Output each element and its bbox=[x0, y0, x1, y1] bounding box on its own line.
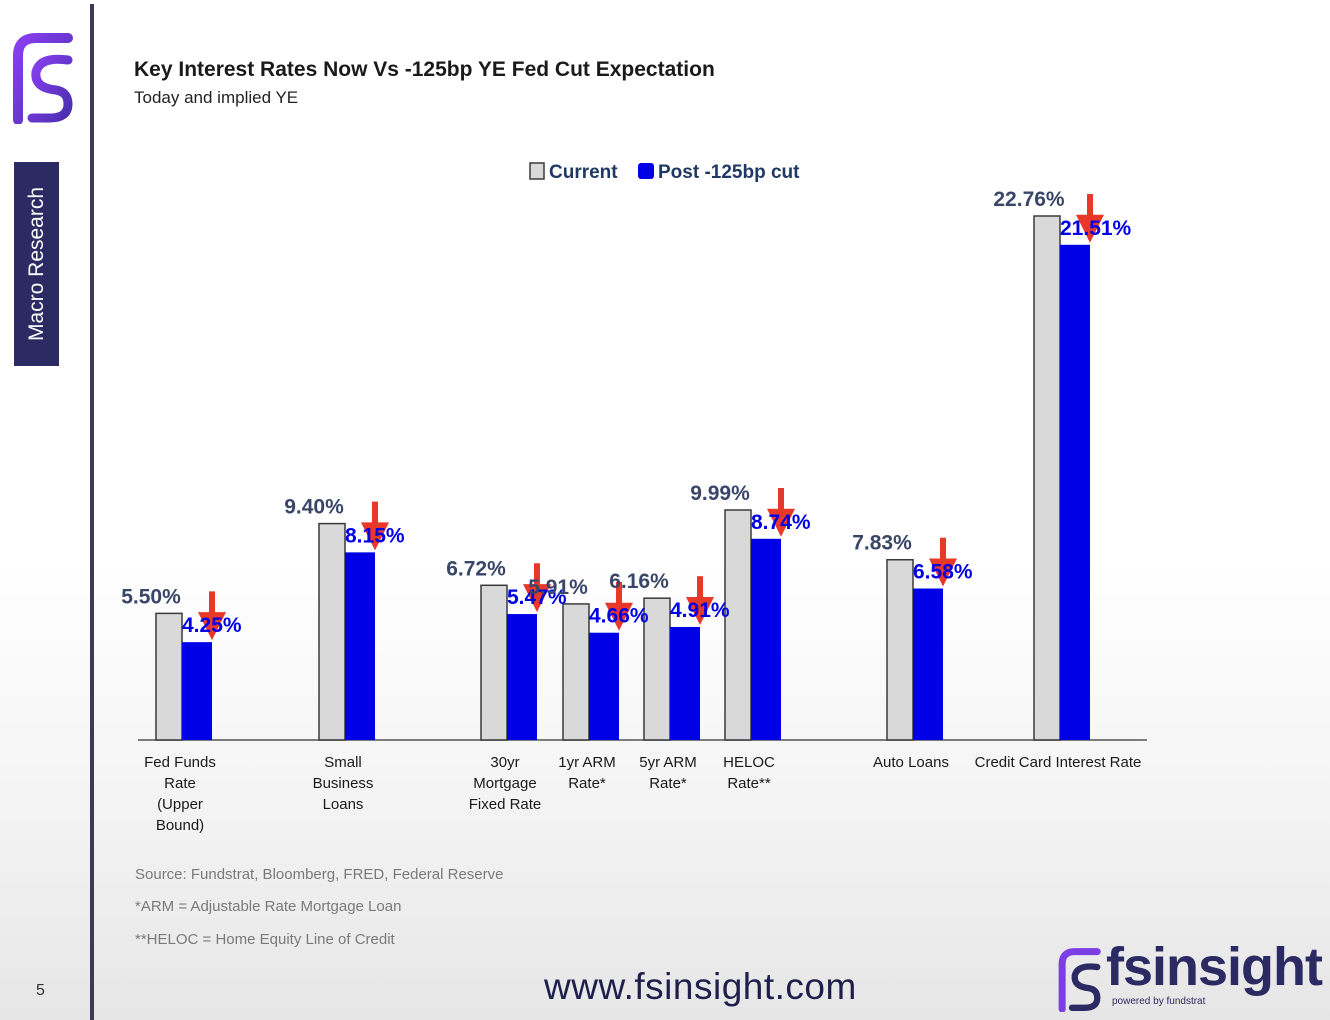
decrease-arrow-icon bbox=[1076, 194, 1104, 243]
bar-current bbox=[886, 558, 914, 741]
source-note: Source: Fundstrat, Bloomberg, FRED, Fede… bbox=[135, 866, 504, 883]
bar-current bbox=[562, 603, 590, 741]
value-label-current: 6.72% bbox=[446, 557, 506, 580]
brand-name: fsinsight bbox=[1106, 937, 1323, 997]
value-label-current: 9.99% bbox=[690, 482, 750, 505]
bar-current bbox=[1033, 215, 1061, 741]
value-label-post-cut: 4.91% bbox=[670, 599, 730, 622]
bar-post-cut bbox=[345, 552, 375, 740]
x-tick-label: Credit Card Interest Rate bbox=[975, 752, 1142, 773]
bar-current bbox=[480, 584, 508, 741]
sidebar: Macro Research 5 bbox=[0, 0, 92, 1020]
x-tick-label-line: Business bbox=[312, 775, 374, 792]
value-label-post-cut: 21.51% bbox=[1060, 217, 1132, 240]
bar-post-cut bbox=[182, 642, 212, 740]
bar-current bbox=[643, 597, 671, 741]
bar-current bbox=[318, 522, 346, 741]
fs-logo-icon bbox=[13, 33, 73, 124]
arm-footnote: *ARM = Adjustable Rate Mortgage Loan bbox=[135, 898, 402, 915]
bar-post-cut bbox=[670, 626, 700, 740]
website-link[interactable]: www.fsinsight.com bbox=[544, 966, 857, 1007]
legend-label-current: Current bbox=[549, 162, 618, 183]
decrease-arrow-icon bbox=[929, 537, 957, 587]
x-tick-label-line: Fixed Rate bbox=[468, 796, 542, 813]
bar-post-cut bbox=[1060, 244, 1090, 740]
x-tick-label-line: Rate* bbox=[568, 775, 606, 792]
legend-swatch-post-cut bbox=[638, 163, 654, 179]
legend: Current Post -125bp cut bbox=[529, 162, 800, 183]
x-tick-label-line: HELOC bbox=[723, 754, 775, 771]
bar-post-cut bbox=[913, 588, 943, 740]
value-label-post-cut: 8.74% bbox=[751, 511, 811, 534]
value-label-current: 6.16% bbox=[609, 570, 669, 593]
x-tick-label-line: Fed Funds bbox=[144, 754, 216, 771]
x-tick-label-line: Rate* bbox=[649, 775, 687, 792]
x-tick-label-line: Credit Card Interest Rate bbox=[974, 754, 1142, 771]
x-tick-label-line: Rate bbox=[164, 775, 196, 792]
x-tick-label: 5yr ARM Rate* bbox=[639, 752, 697, 794]
value-label-current: 9.40% bbox=[284, 496, 344, 519]
x-tick-label-line: Rate** bbox=[727, 775, 771, 792]
fs-brand-icon bbox=[1058, 948, 1101, 1012]
x-tick-label: Fed Funds Rate (Upper Bound) bbox=[144, 752, 216, 836]
x-tick-label-line: 30yr bbox=[490, 754, 520, 771]
bar-post-cut bbox=[589, 632, 619, 740]
brand-logo: fsinsight powered by fundstrat bbox=[1054, 937, 1324, 1014]
x-tick-label-line: Auto Loans bbox=[873, 754, 949, 771]
value-label-post-cut: 6.58% bbox=[913, 561, 973, 584]
value-label-current: 5.91% bbox=[528, 576, 588, 599]
x-tick-label: Auto Loans bbox=[873, 752, 949, 773]
value-label-post-cut: 4.66% bbox=[589, 605, 649, 628]
decrease-arrow-icon bbox=[361, 501, 389, 551]
value-label-current: 7.83% bbox=[852, 532, 912, 555]
x-tick-label: HELOC Rate** bbox=[723, 752, 775, 794]
x-tick-label-line: Loans bbox=[322, 796, 364, 813]
x-tick-label-line: (Upper bbox=[157, 796, 203, 813]
value-labels-group: 5.50%4.25% 9.40%8.15% 6.72%5.47%5.91%4.66%… bbox=[121, 188, 1131, 637]
bars-group bbox=[155, 215, 1090, 741]
value-label-current: 22.76% bbox=[993, 188, 1065, 211]
heloc-footnote: **HELOC = Home Equity Line of Credit bbox=[135, 931, 395, 948]
value-label-post-cut: 5.47% bbox=[507, 586, 567, 609]
chart-subtitle: Today and implied YE bbox=[134, 88, 299, 107]
x-tick-label-line: Bound) bbox=[155, 817, 205, 834]
chart-title: Key Interest Rates Now Vs -125bp YE Fed … bbox=[134, 58, 715, 81]
legend-label-post-cut: Post -125bp cut bbox=[658, 162, 800, 183]
value-label-post-cut: 4.25% bbox=[182, 614, 242, 637]
arrows-group bbox=[198, 194, 1104, 641]
bar-post-cut bbox=[507, 614, 537, 740]
bar-post-cut bbox=[751, 538, 781, 740]
value-label-post-cut: 8.15% bbox=[345, 524, 405, 547]
x-tick-label-line: Small bbox=[324, 754, 362, 771]
decrease-arrow-icon bbox=[686, 576, 714, 625]
x-tick-label: Small Business Loans bbox=[313, 752, 374, 815]
x-tick-label-line: 5yr ARM bbox=[639, 754, 697, 771]
x-tick-label: 30yr Mortgage Fixed Rate bbox=[469, 752, 542, 815]
sidebar-divider bbox=[90, 4, 94, 1020]
value-label-current: 5.50% bbox=[121, 585, 181, 608]
x-tick-label-line: 1yr ARM bbox=[558, 754, 616, 771]
page-number: 5 bbox=[36, 982, 45, 999]
decrease-arrow-icon bbox=[198, 591, 226, 641]
legend-swatch-current bbox=[529, 162, 545, 180]
decrease-arrow-icon bbox=[767, 488, 795, 537]
decrease-arrow-icon bbox=[605, 581, 633, 631]
x-tick-label-line: Mortgage bbox=[473, 775, 537, 792]
bar-current bbox=[155, 612, 183, 741]
bar-current bbox=[724, 509, 752, 741]
section-tab: Macro Research bbox=[14, 162, 59, 366]
brand-tagline: powered by fundstrat bbox=[1112, 996, 1206, 1007]
decrease-arrow-icon bbox=[523, 563, 551, 613]
x-tick-label: 1yr ARM Rate* bbox=[558, 752, 616, 794]
